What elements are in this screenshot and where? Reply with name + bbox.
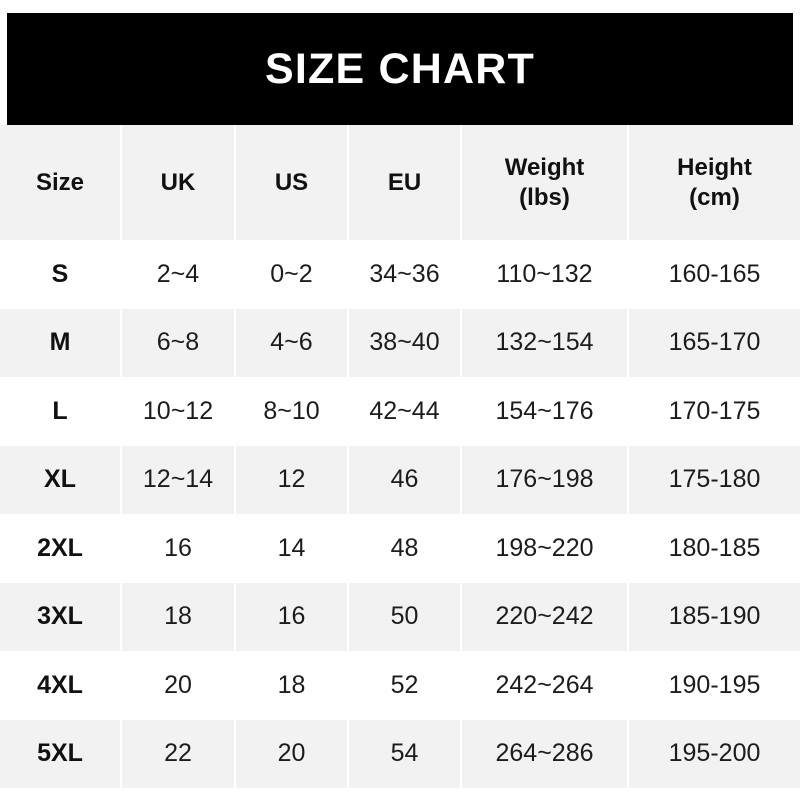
cell-size: L bbox=[0, 377, 122, 446]
page-title: SIZE CHART bbox=[265, 44, 535, 93]
cell-uk: 2~4 bbox=[121, 240, 236, 309]
table-row: XL 12~14 12 46 176~198 175-180 bbox=[0, 445, 800, 514]
cell-eu: 48 bbox=[348, 514, 462, 583]
cell-size: 3XL bbox=[0, 582, 122, 651]
cell-us: 14 bbox=[235, 514, 349, 583]
table-row: 3XL 18 16 50 220~242 185-190 bbox=[0, 582, 800, 651]
cell-us: 0~2 bbox=[235, 240, 349, 309]
cell-size: 2XL bbox=[0, 514, 122, 583]
table-row: L 10~12 8~10 42~44 154~176 170-175 bbox=[0, 377, 800, 446]
table-row: 2XL 16 14 48 198~220 180-185 bbox=[0, 514, 800, 583]
cell-eu: 38~40 bbox=[348, 308, 462, 377]
cell-height: 185-190 bbox=[668, 602, 761, 631]
cell-eu: 42~44 bbox=[348, 377, 462, 446]
cell-height: 170-175 bbox=[668, 396, 761, 425]
cell-uk: 12~14 bbox=[121, 445, 236, 514]
cell-us: 20 bbox=[235, 719, 349, 788]
cell-size: M bbox=[0, 308, 122, 377]
cell-uk: 22 bbox=[121, 719, 236, 788]
cell-weight: 132~154 bbox=[461, 308, 629, 377]
cell-size: 5XL bbox=[0, 719, 122, 788]
cell-us: 16 bbox=[235, 582, 349, 651]
table-row: M 6~8 4~6 38~40 132~154 165-170 bbox=[0, 308, 800, 377]
cell-uk: 16 bbox=[121, 514, 236, 583]
cell-weight: 242~264 bbox=[461, 651, 629, 720]
column-header-size-label: Size bbox=[35, 168, 85, 196]
cell-weight: 176~198 bbox=[461, 445, 629, 514]
cell-uk: 18 bbox=[121, 582, 236, 651]
cell-height: 160-165 bbox=[668, 259, 761, 288]
title-banner: SIZE CHART bbox=[7, 13, 793, 125]
cell-eu: 50 bbox=[348, 582, 462, 651]
table-row: 4XL 20 18 52 242~264 190-195 bbox=[0, 651, 800, 720]
cell-uk: 10~12 bbox=[121, 377, 236, 446]
column-header-size: Size bbox=[0, 125, 122, 240]
table-row: 5XL 22 20 54 264~286 195-200 bbox=[0, 719, 800, 788]
cell-height: 165-170 bbox=[668, 328, 761, 357]
cell-uk: 20 bbox=[121, 651, 236, 720]
cell-height: 175-180 bbox=[668, 465, 761, 494]
cell-weight: 198~220 bbox=[461, 514, 629, 583]
cell-height: 190-195 bbox=[668, 670, 761, 699]
column-header-uk-label: UK bbox=[160, 168, 196, 196]
cell-us: 8~10 bbox=[235, 377, 349, 446]
cell-uk: 6~8 bbox=[121, 308, 236, 377]
cell-eu: 52 bbox=[348, 651, 462, 720]
cell-eu: 54 bbox=[348, 719, 462, 788]
column-header-us-label: US bbox=[274, 168, 309, 196]
cell-height: 180-185 bbox=[668, 533, 761, 562]
column-header-height-label: Height bbox=[677, 154, 752, 182]
column-header-weight-label: Weight bbox=[504, 154, 585, 182]
cell-size: 4XL bbox=[0, 651, 122, 720]
table-header: Size UK US EU Weight (lbs) Height (cm) bbox=[0, 125, 800, 240]
column-header-height: Height (cm) bbox=[628, 125, 800, 240]
cell-weight: 264~286 bbox=[461, 719, 629, 788]
cell-eu: 34~36 bbox=[348, 240, 462, 309]
column-header-weight: Weight (lbs) bbox=[461, 125, 629, 240]
cell-height: 195-200 bbox=[668, 739, 761, 768]
cell-us: 4~6 bbox=[235, 308, 349, 377]
cell-weight: 220~242 bbox=[461, 582, 629, 651]
column-header-eu-label: EU bbox=[387, 168, 422, 196]
table-row: S 2~4 0~2 34~36 110~132 160-165 bbox=[0, 240, 800, 309]
cell-weight: 110~132 bbox=[461, 240, 629, 309]
cell-eu: 46 bbox=[348, 445, 462, 514]
cell-size: S bbox=[0, 240, 122, 309]
cell-weight: 154~176 bbox=[461, 377, 629, 446]
cell-us: 18 bbox=[235, 651, 349, 720]
table-header-row: Size UK US EU Weight (lbs) Height (cm) bbox=[0, 125, 800, 240]
column-header-us: US bbox=[235, 125, 349, 240]
column-header-weight-unit: (lbs) bbox=[519, 183, 570, 211]
cell-size: XL bbox=[0, 445, 122, 514]
column-header-eu: EU bbox=[348, 125, 462, 240]
cell-us: 12 bbox=[235, 445, 349, 514]
column-header-uk: UK bbox=[121, 125, 236, 240]
table-body: S 2~4 0~2 34~36 110~132 160-165 M 6~8 4~6 38~40 13… bbox=[0, 240, 800, 788]
size-chart-table: Size UK US EU Weight (lbs) Height (cm) bbox=[0, 125, 800, 788]
column-header-height-unit: (cm) bbox=[689, 183, 740, 211]
